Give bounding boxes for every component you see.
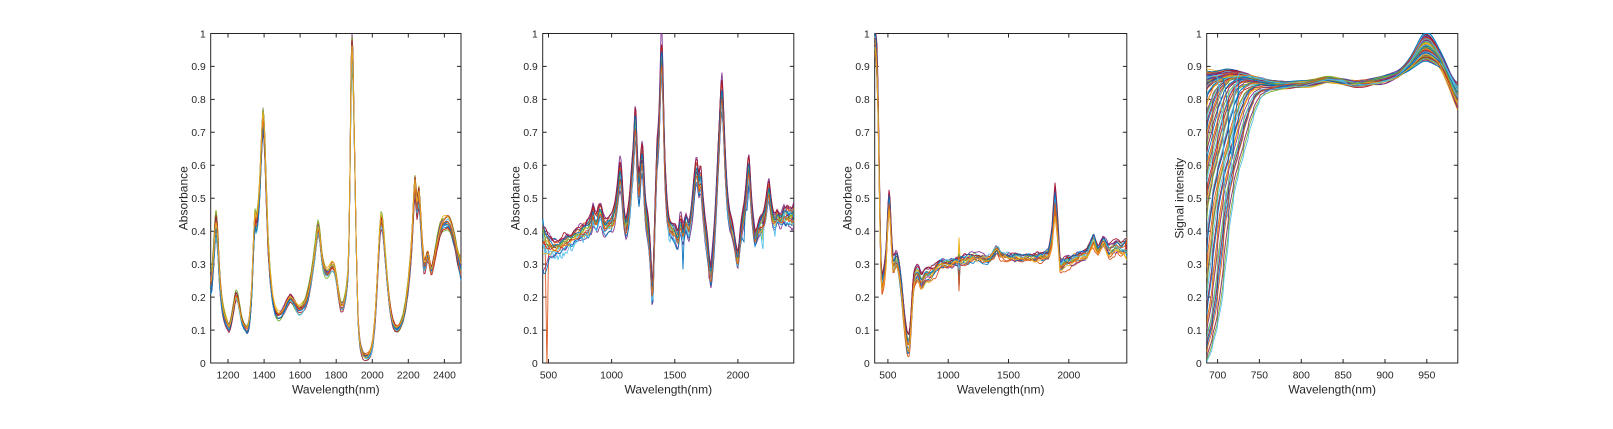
svg-text:0: 0 [1196, 359, 1202, 370]
svg-text:1200: 1200 [217, 371, 240, 382]
svg-text:0.2: 0.2 [1187, 293, 1202, 304]
svg-text:0.3: 0.3 [523, 260, 538, 271]
svg-text:0.1: 0.1 [855, 326, 870, 337]
svg-text:Wavelength(nm): Wavelength(nm) [292, 382, 380, 396]
svg-text:1400: 1400 [253, 371, 276, 382]
svg-text:0.7: 0.7 [523, 128, 538, 139]
svg-text:1000: 1000 [937, 371, 960, 382]
svg-text:0.8: 0.8 [191, 95, 206, 106]
svg-text:0.8: 0.8 [1187, 95, 1202, 106]
svg-text:0.9: 0.9 [855, 62, 870, 73]
svg-text:0.4: 0.4 [191, 227, 206, 238]
svg-text:0.9: 0.9 [523, 62, 538, 73]
svg-text:0.7: 0.7 [855, 128, 870, 139]
svg-text:0: 0 [864, 359, 870, 370]
svg-text:0.2: 0.2 [191, 293, 206, 304]
svg-text:800: 800 [1293, 371, 1310, 382]
svg-text:0.2: 0.2 [523, 293, 538, 304]
svg-text:Absorbance: Absorbance [841, 166, 855, 230]
svg-text:0: 0 [532, 359, 538, 370]
svg-text:0.6: 0.6 [191, 161, 206, 172]
svg-text:500: 500 [540, 371, 557, 382]
svg-text:1600: 1600 [289, 371, 312, 382]
svg-text:1: 1 [532, 29, 538, 40]
svg-text:1: 1 [200, 29, 206, 40]
svg-text:0.6: 0.6 [1187, 161, 1202, 172]
svg-text:1800: 1800 [325, 371, 348, 382]
svg-text:2000: 2000 [1057, 371, 1080, 382]
svg-text:0.8: 0.8 [523, 95, 538, 106]
svg-text:0.3: 0.3 [1187, 260, 1202, 271]
svg-text:0.3: 0.3 [191, 260, 206, 271]
svg-text:500: 500 [879, 371, 896, 382]
svg-text:750: 750 [1251, 371, 1268, 382]
svg-text:0: 0 [200, 359, 206, 370]
svg-text:0.1: 0.1 [523, 326, 538, 337]
svg-text:0.5: 0.5 [855, 194, 870, 205]
svg-text:700: 700 [1209, 371, 1226, 382]
svg-text:Signal intensity: Signal intensity [1173, 158, 1187, 239]
svg-text:2000: 2000 [361, 371, 384, 382]
svg-text:1000: 1000 [600, 371, 623, 382]
svg-text:950: 950 [1418, 371, 1435, 382]
svg-text:Wavelength(nm): Wavelength(nm) [1288, 382, 1376, 396]
svg-text:0.1: 0.1 [1187, 326, 1202, 337]
svg-text:0.4: 0.4 [523, 227, 538, 238]
svg-text:0.2: 0.2 [855, 293, 870, 304]
svg-text:0.7: 0.7 [1187, 128, 1202, 139]
svg-text:0.7: 0.7 [191, 128, 206, 139]
svg-text:0.9: 0.9 [1187, 62, 1202, 73]
svg-text:2200: 2200 [397, 371, 420, 382]
svg-text:0.5: 0.5 [1187, 194, 1202, 205]
svg-text:2400: 2400 [433, 371, 456, 382]
svg-text:850: 850 [1335, 371, 1352, 382]
svg-text:1500: 1500 [663, 371, 686, 382]
svg-text:0.6: 0.6 [855, 161, 870, 172]
svg-text:1: 1 [1196, 29, 1202, 40]
svg-text:0.9: 0.9 [191, 62, 206, 73]
svg-text:Absorbance: Absorbance [177, 166, 191, 230]
svg-text:Wavelength(nm): Wavelength(nm) [957, 382, 1045, 396]
svg-text:0.8: 0.8 [855, 95, 870, 106]
svg-text:0.1: 0.1 [191, 326, 206, 337]
svg-text:Wavelength(nm): Wavelength(nm) [625, 382, 713, 396]
svg-text:0.4: 0.4 [1187, 227, 1202, 238]
svg-text:1: 1 [864, 29, 870, 40]
svg-text:1500: 1500 [997, 371, 1020, 382]
svg-text:Absorbance: Absorbance [509, 166, 523, 230]
svg-text:0.5: 0.5 [523, 194, 538, 205]
svg-text:900: 900 [1376, 371, 1393, 382]
svg-text:0.3: 0.3 [855, 260, 870, 271]
svg-text:0.4: 0.4 [855, 227, 870, 238]
svg-text:0.6: 0.6 [523, 161, 538, 172]
svg-text:0.5: 0.5 [191, 194, 206, 205]
svg-text:2000: 2000 [726, 371, 749, 382]
